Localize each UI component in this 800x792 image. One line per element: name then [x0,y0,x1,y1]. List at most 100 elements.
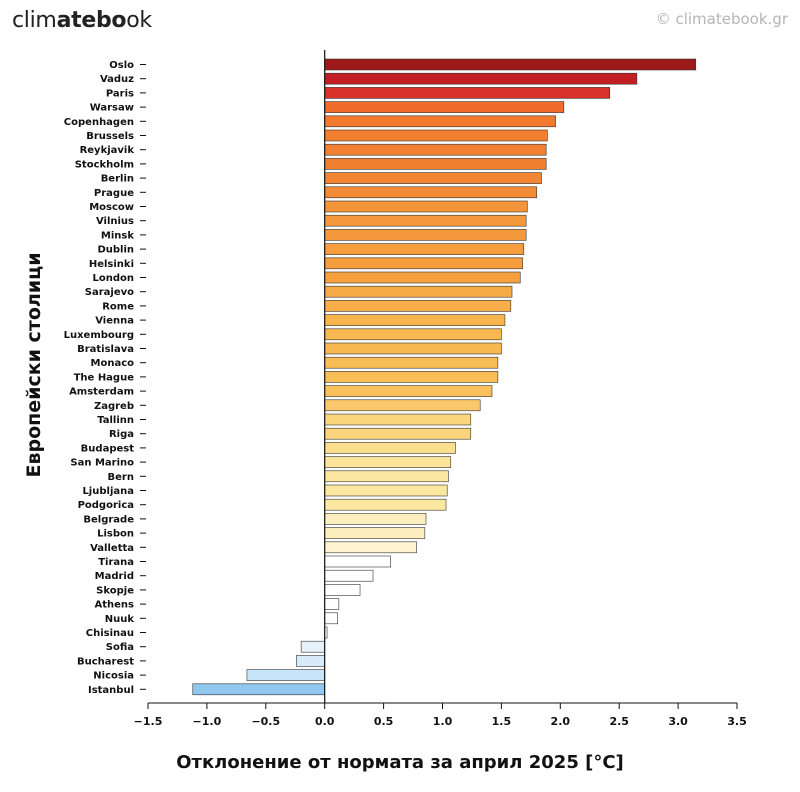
bar-zagreb [324,399,481,412]
x-tick-label: 2.0 [551,715,571,728]
x-tick-label: −0.5 [251,715,280,728]
bar-belgrade [324,513,427,525]
category-label: Stockholm [75,159,134,170]
bar-san-marino [324,456,452,468]
bar-sarajevo [324,285,513,298]
category-label: Prague [94,188,134,199]
category-label: Riga [109,429,134,440]
bar-reykjavik [324,143,547,156]
category-label: Nuuk [105,614,135,625]
bar-dublin [324,243,525,255]
category-label: Bucharest [77,656,134,667]
bar-the-hague [324,371,499,383]
category-label: Copenhagen [64,117,134,128]
bar-rome [324,300,512,312]
category-label: Lisbon [97,529,134,540]
x-tick-label: 1.0 [433,715,453,728]
category-label: Paris [106,88,134,99]
bar-valletta [324,541,417,554]
category-label: The Hague [74,372,135,383]
category-label: Vaduz [100,74,134,85]
copyright-notice: © climatebook.gr [655,10,788,28]
bar-vaduz [324,72,638,85]
bar-bucharest [296,655,326,667]
bar-monaco [324,356,499,369]
bar-amsterdam [324,385,493,397]
bar-prague [324,186,538,199]
bars-group [192,58,697,696]
bar-brussels [324,129,548,142]
category-label: Ljubljana [82,486,134,497]
x-axis-label: Отклонение от нормата за април 2025 [°C] [176,752,624,773]
category-label: Minsk [101,230,134,241]
category-label: Moscow [89,202,134,213]
bar-moscow [324,200,528,213]
x-tick-label: 1.5 [492,715,512,728]
category-label: Dublin [97,245,134,256]
bar-london [324,271,521,284]
bar-copenhagen [324,115,556,128]
category-label: Luxembourg [64,330,134,341]
category-label: Madrid [95,571,134,582]
category-label: Monaco [91,358,135,369]
category-label: Podgorica [78,500,134,511]
category-label: San Marino [70,458,134,469]
bar-warsaw [324,101,565,113]
x-tick-label: 3.0 [668,715,688,728]
bar-stockholm [324,158,547,170]
x-tick-label: −1.5 [134,715,163,728]
category-label: Athens [95,600,135,611]
bar-minsk [324,229,527,241]
bar-skopje [324,584,361,596]
category-label: Berlin [101,174,134,185]
y-axis-label: Европейски столици [23,252,45,477]
bar-ljubljana [324,484,448,497]
category-label: Tirana [98,557,134,568]
bar-luxembourg [324,328,502,341]
category-label: Oslo [109,60,134,71]
x-tick-label: −1.0 [193,715,222,728]
category-label: Amsterdam [69,387,134,398]
x-tick-label: 0.5 [374,715,394,728]
bar-vilnius [324,214,527,227]
brand-prefix: clim [12,8,57,33]
category-label: Valletta [90,543,134,554]
category-label: Budapest [81,443,135,454]
category-label: Istanbul [88,685,134,696]
category-label: London [92,273,134,284]
x-tick-label: 2.5 [609,715,629,728]
category-label: Warsaw [90,103,134,114]
category-label: Sofia [106,642,134,653]
bar-helsinki [324,257,523,270]
brand-suffix: ok [126,8,152,33]
bar-oslo [324,58,697,71]
x-axis: −1.5 −1.0 −0.5 0.0 0.5 1.0 1.5 2.0 2.5 3.0 3.5 [134,702,747,728]
bar-paris [324,87,611,99]
bar-nicosia [246,669,325,681]
category-label: Sarajevo [85,287,134,298]
bar-tallinn [324,413,472,426]
brand-bold: atebo [56,8,127,33]
category-label: Reykjavik [80,145,135,156]
brand-logo: climatebook [12,8,152,33]
bar-lisbon [324,527,426,539]
bar-athens [324,598,340,610]
category-label: Rome [102,301,134,312]
bar-madrid [324,569,374,582]
category-labels-group: Oslo Vaduz Paris Warsaw Copenhagen Brussels Re… [64,60,146,696]
x-tick-label: 3.5 [727,715,747,728]
bar-riga [324,427,472,440]
category-label: Zagreb [94,401,134,412]
category-label: Brussels [86,131,134,142]
bar-podgorica [324,498,447,511]
bar-vienna [324,314,506,326]
bar-tirana [324,555,391,568]
x-tick-label: 0.0 [315,715,335,728]
category-label: Helsinki [89,259,134,270]
category-label: Tallinn [97,415,134,426]
bar-istanbul [192,683,325,696]
bar-budapest [324,442,456,454]
category-label: Nicosia [93,671,134,682]
bar-bern [324,470,449,483]
bar-sofia [300,640,326,653]
